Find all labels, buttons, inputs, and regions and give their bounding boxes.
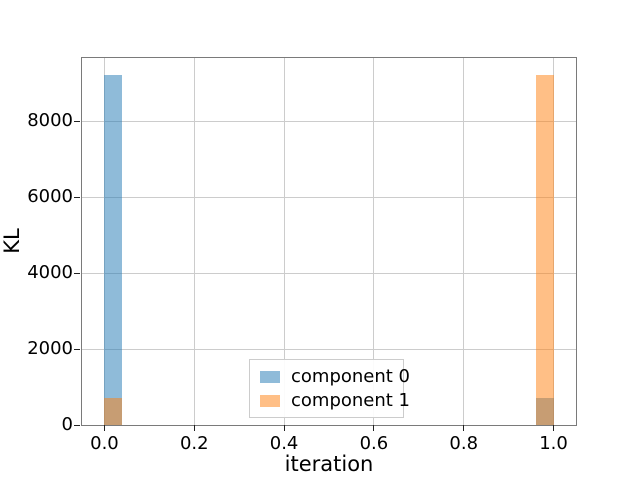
legend-label-component-0: component 0: [291, 366, 411, 387]
x-tick-mark-0.6: [373, 425, 375, 431]
gridline-vertical-0.8: [463, 58, 465, 425]
gridline-horizontal-8000: [82, 120, 576, 122]
y-axis-label: KL: [0, 228, 24, 254]
legend-swatch-component-0: [260, 370, 280, 383]
x-axis-label: iteration: [284, 452, 374, 476]
gridline-horizontal-4000: [82, 272, 576, 274]
x-tick-label-0.4: 0.4: [269, 433, 299, 454]
y-tick-label-2000: 2000: [27, 338, 73, 360]
y-tick-label-6000: 6000: [27, 186, 73, 208]
gridline-vertical-0.2: [193, 58, 195, 425]
x-tick-label-1.0: 1.0: [539, 433, 568, 454]
legend: component 0 component 1: [249, 359, 410, 418]
x-tick-mark-1.0: [553, 425, 555, 431]
gridline-horizontal-2000: [82, 348, 576, 350]
y-tick-mark-0: [74, 424, 80, 426]
legend-swatch-component-1: [260, 394, 280, 407]
gridline-vertical-1.0: [553, 58, 555, 425]
bar-component-1-iteration-1: [535, 75, 554, 425]
x-tick-mark-0.8: [463, 425, 465, 431]
legend-item-component-1: component 1: [260, 390, 410, 411]
legend-label-component-1: component 1: [291, 390, 411, 411]
gridline-vertical-0.6: [373, 58, 375, 425]
bar-component-1-iteration-0: [104, 398, 123, 425]
gridline-horizontal-6000: [82, 196, 576, 198]
bar-component-0-iteration-0: [104, 75, 123, 425]
gridline-vertical-0.4: [283, 58, 285, 425]
y-tick-label-8000: 8000: [27, 110, 73, 132]
y-tick-label-4000: 4000: [27, 262, 73, 284]
x-tick-label-0.8: 0.8: [449, 433, 479, 454]
x-tick-label-0.0: 0.0: [90, 433, 119, 454]
y-tick-mark-4000: [74, 272, 80, 274]
y-tick-mark-2000: [74, 348, 80, 350]
y-tick-mark-6000: [74, 196, 80, 198]
x-tick-label-0.6: 0.6: [359, 433, 389, 454]
y-tick-mark-8000: [74, 120, 80, 122]
x-tick-mark-0.0: [103, 425, 105, 431]
y-tick-label-0: 0: [61, 414, 73, 435]
x-tick-mark-0.4: [283, 425, 285, 431]
x-tick-label-0.2: 0.2: [179, 433, 209, 454]
legend-item-component-0: component 0: [260, 366, 410, 387]
x-tick-mark-0.2: [193, 425, 195, 431]
